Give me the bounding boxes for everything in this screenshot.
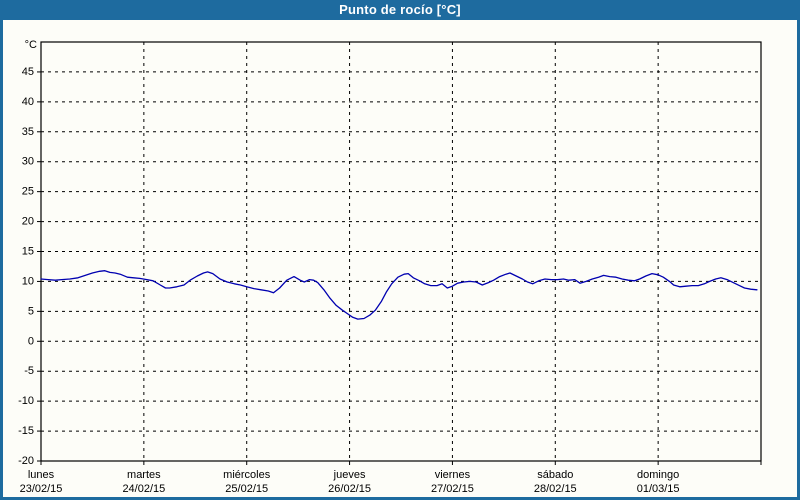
- y-tick-label: 10: [22, 275, 34, 287]
- y-tick-label: 40: [22, 96, 34, 108]
- y-tick-label: 5: [28, 305, 34, 317]
- y-tick-label: -20: [18, 455, 34, 467]
- x-date-label: 27/02/15: [431, 483, 474, 495]
- y-tick-label: 30: [22, 156, 34, 168]
- y-tick-label: 20: [22, 216, 34, 228]
- x-day-label: sábado: [537, 469, 573, 481]
- x-date-label: 24/02/15: [122, 483, 165, 495]
- y-axis-unit-label: °C: [25, 39, 37, 51]
- chart-canvas: -20 -15 -10 -5 0 5 10 15 20 25 30 35 40 45 °C lunes 23/0…: [3, 20, 797, 497]
- y-tick-label: 0: [28, 335, 34, 347]
- x-day-label: viernes: [435, 469, 471, 481]
- x-date-label: 28/02/15: [534, 483, 577, 495]
- y-tick-label: -15: [18, 425, 34, 437]
- x-day-label: miércoles: [223, 469, 271, 481]
- x-date-label: 23/02/15: [20, 483, 63, 495]
- x-day-label: domingo: [637, 469, 679, 481]
- dewpoint-series-line: [40, 270, 758, 320]
- x-day-label: martes: [127, 469, 161, 481]
- y-tick-label: 45: [22, 66, 34, 78]
- x-day-label: lunes: [28, 469, 55, 481]
- plot-border: [40, 41, 762, 462]
- y-tick-label: 15: [22, 246, 34, 258]
- y-tick-label: 35: [22, 126, 34, 138]
- dewpoint-line-chart: -20 -15 -10 -5 0 5 10 15 20 25 30 35 40 45 °C lunes 23/0…: [18, 39, 762, 495]
- chart-title: Punto de rocío [°C]: [339, 2, 461, 17]
- x-date-label: 01/03/15: [637, 483, 680, 495]
- y-tick-label: -10: [18, 395, 34, 407]
- y-tick-label: 25: [22, 186, 34, 198]
- x-day-label: jueves: [333, 469, 366, 481]
- x-date-label: 25/02/15: [225, 483, 268, 495]
- x-date-label: 26/02/15: [328, 483, 371, 495]
- y-tick-label: -5: [24, 365, 34, 377]
